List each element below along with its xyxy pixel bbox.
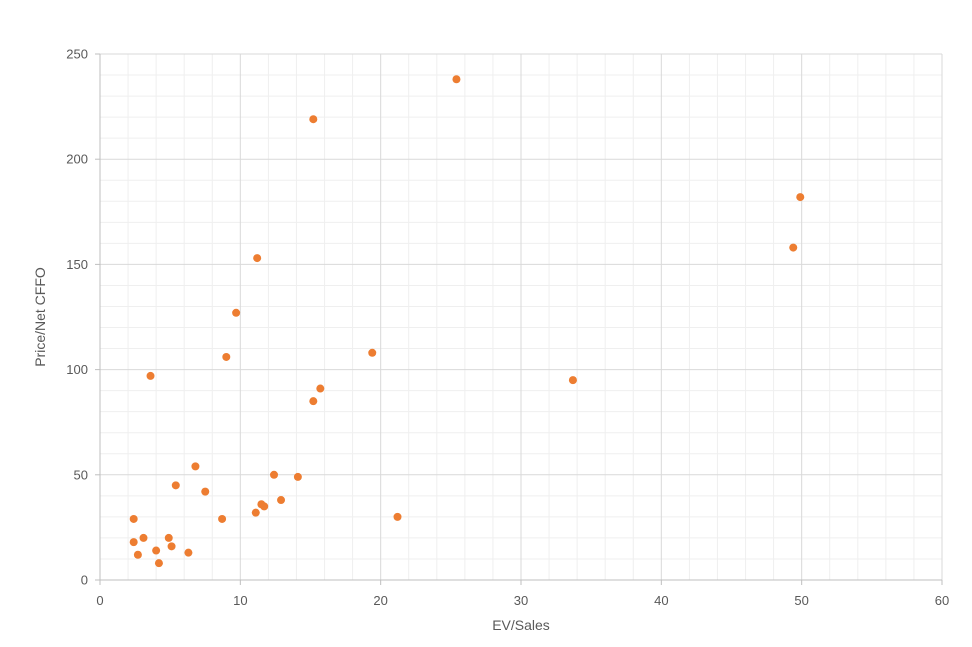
data-point [393, 512, 402, 521]
data-point [316, 384, 325, 393]
data-point [260, 502, 269, 511]
x-axis-title: EV/Sales [492, 617, 550, 633]
y-tick-label: 150 [66, 257, 88, 272]
data-point [232, 308, 241, 317]
x-tick-label: 60 [935, 593, 949, 608]
data-point [368, 348, 377, 357]
data-point [139, 533, 148, 542]
x-tick-label: 0 [96, 593, 103, 608]
y-axis-ticks: 0 50 100 150 200 250 [66, 47, 100, 588]
x-tick-label: 20 [373, 593, 387, 608]
data-point [146, 371, 155, 380]
data-point [152, 546, 161, 555]
x-tick-label: 30 [514, 593, 528, 608]
x-tick-label: 40 [654, 593, 668, 608]
data-point [164, 533, 173, 542]
data-point [129, 538, 138, 547]
data-point [789, 243, 798, 252]
data-point [796, 193, 805, 202]
data-point [133, 550, 142, 559]
data-point [184, 548, 193, 557]
x-axis-ticks: 0 10 20 30 40 50 60 [96, 580, 949, 608]
data-point [309, 397, 318, 406]
y-tick-label: 200 [66, 152, 88, 167]
data-point [201, 487, 210, 496]
data-point [167, 542, 176, 551]
major-gridlines [100, 53, 943, 580]
x-tick-label: 10 [233, 593, 247, 608]
y-axis-title: Price/Net CFFO [32, 267, 48, 367]
data-point [568, 376, 577, 385]
data-point [270, 470, 279, 479]
data-points [129, 75, 805, 568]
data-point [452, 75, 461, 84]
y-tick-label: 0 [81, 573, 88, 588]
data-point [309, 115, 318, 124]
x-tick-label: 50 [794, 593, 808, 608]
data-point [191, 462, 200, 471]
data-point [129, 514, 138, 523]
data-point [218, 514, 227, 523]
y-tick-label: 250 [66, 47, 88, 62]
data-point [277, 496, 286, 505]
y-tick-label: 100 [66, 362, 88, 377]
data-point [222, 352, 231, 361]
data-point [171, 481, 180, 490]
y-tick-label: 50 [74, 467, 88, 482]
data-point [154, 559, 163, 568]
data-point [251, 508, 260, 517]
data-point [293, 472, 302, 481]
data-point [253, 254, 262, 263]
